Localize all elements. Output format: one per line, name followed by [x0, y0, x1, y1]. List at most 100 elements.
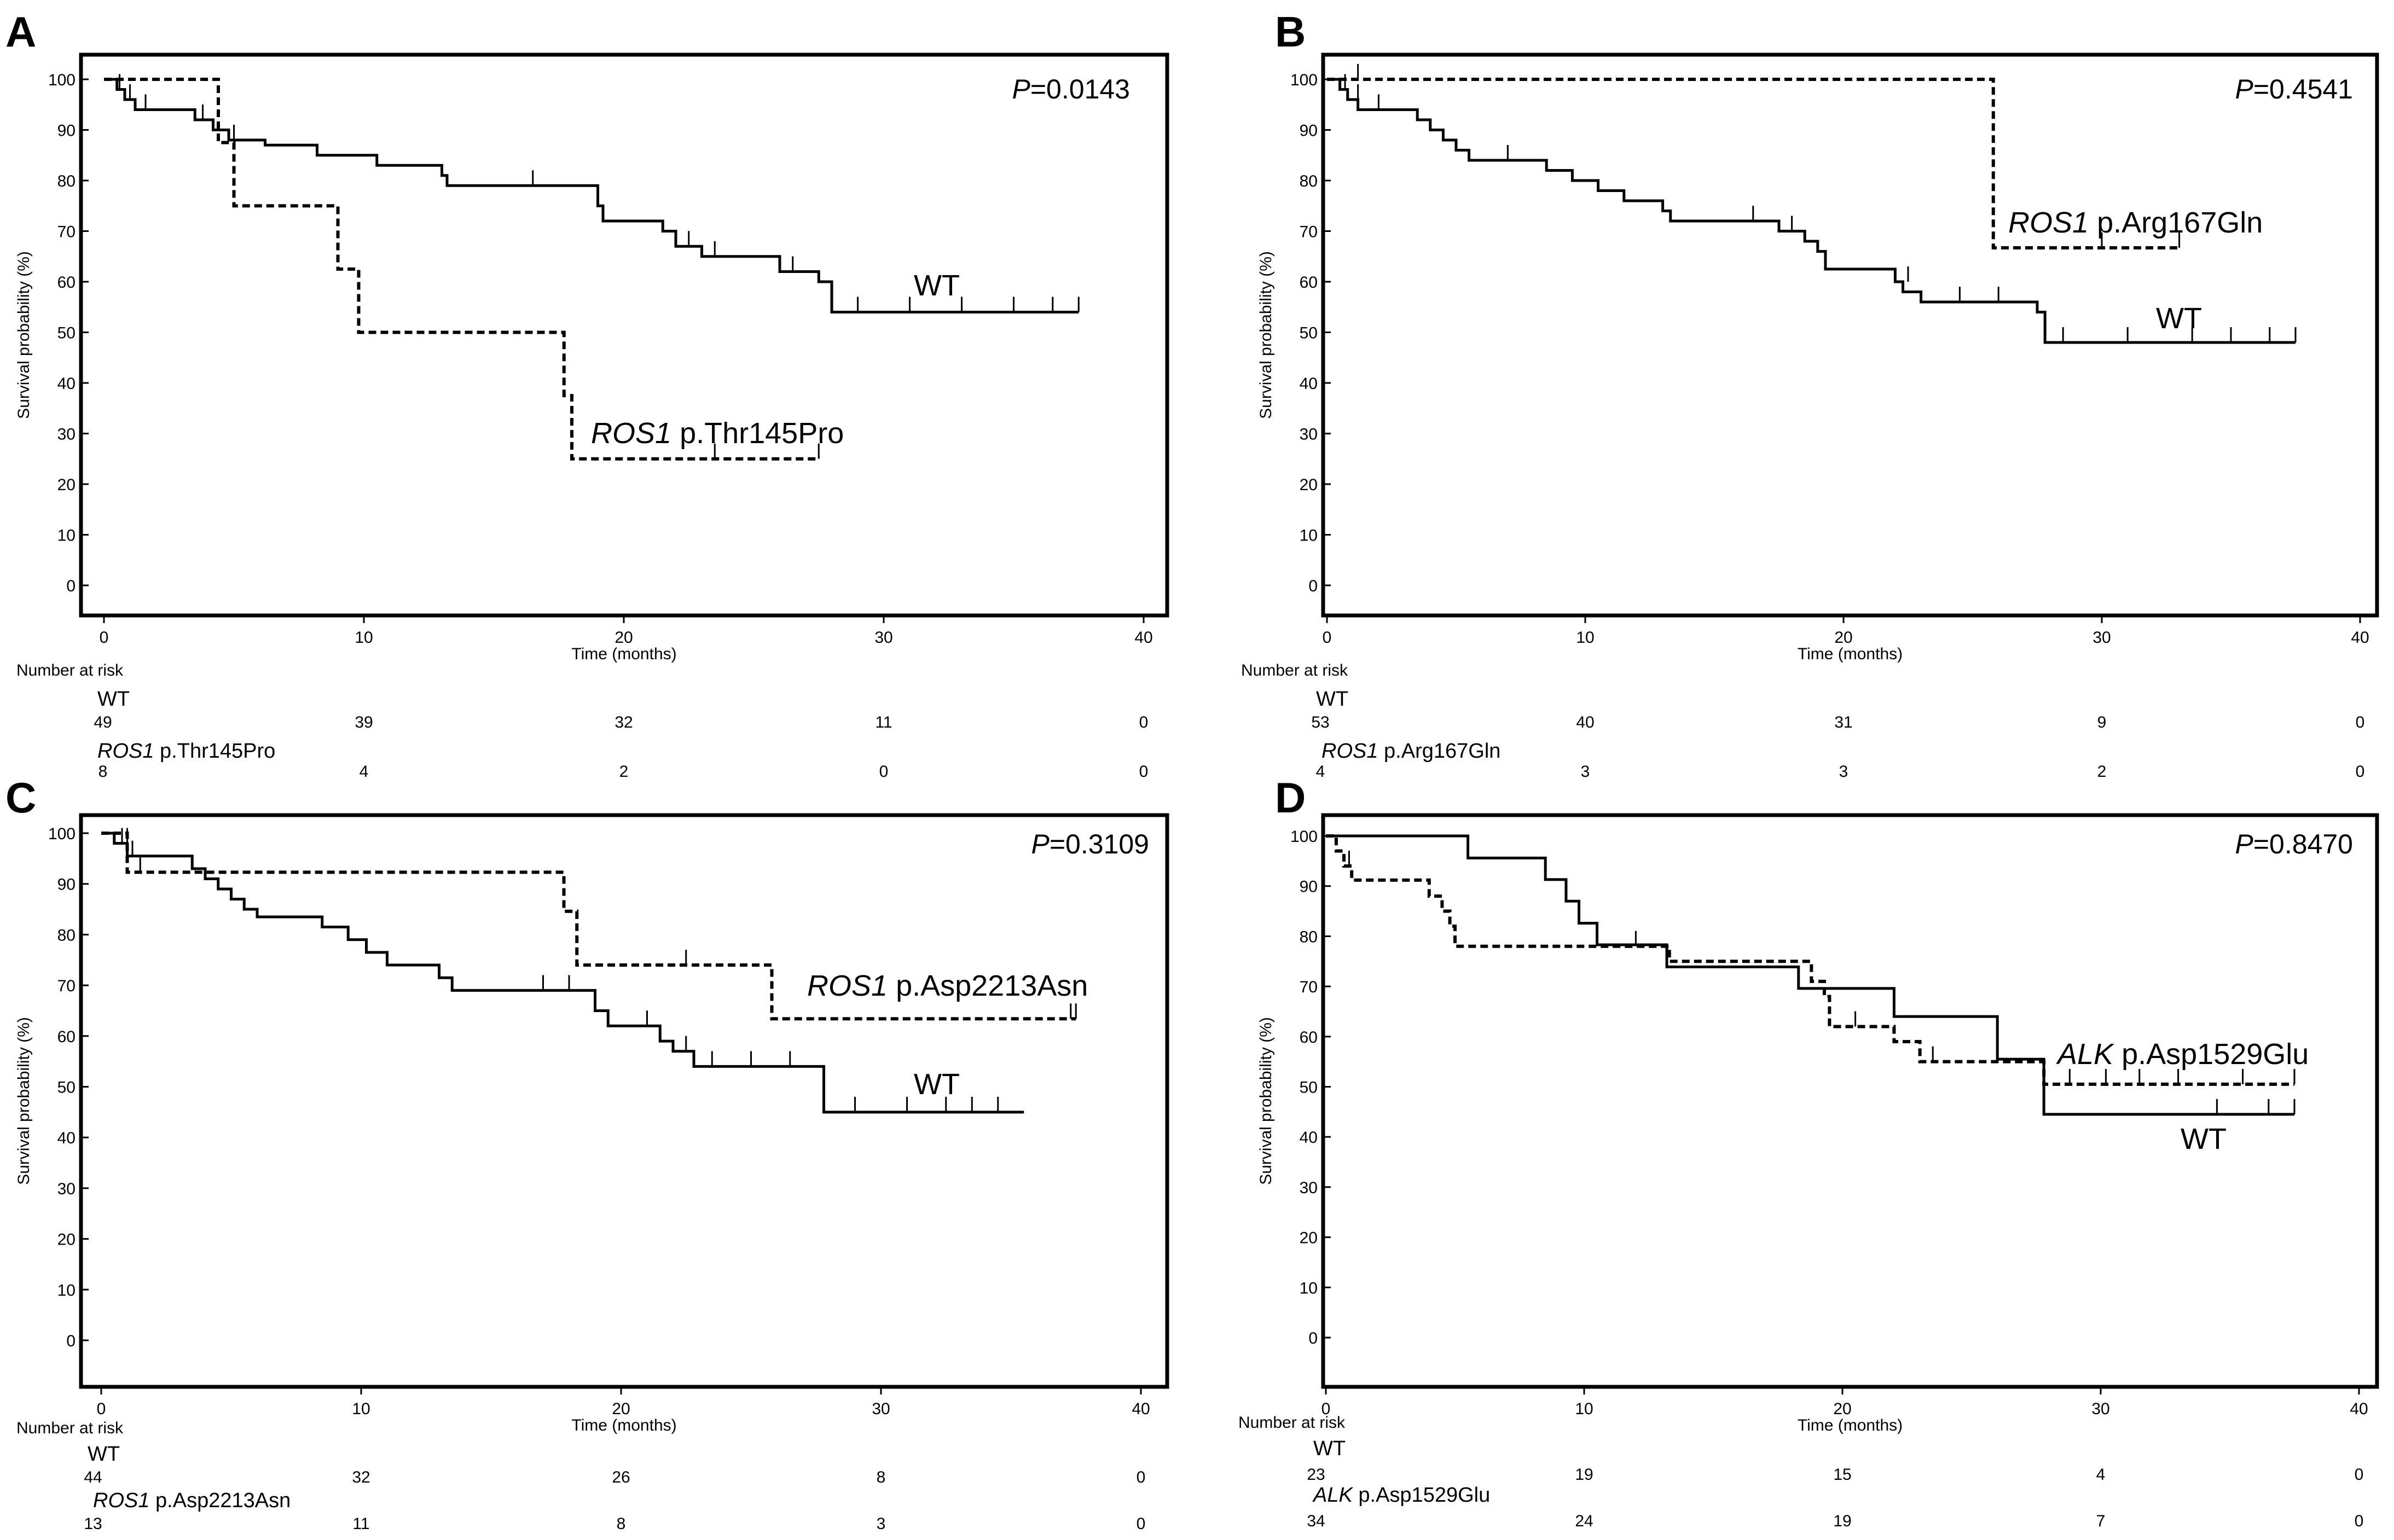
p-value: P=0.0143: [1012, 74, 1131, 104]
y-tick-label: 30: [57, 1180, 76, 1198]
y-tick-label: 90: [57, 876, 76, 894]
x-tick-label: 40: [1134, 629, 1152, 647]
y-tick-label: 0: [66, 577, 76, 595]
y-tick-label: 10: [57, 527, 76, 545]
x-tick-label: 0: [1323, 629, 1332, 647]
x-tick-label: 30: [2092, 629, 2111, 647]
x-tick-label: 40: [2350, 1400, 2368, 1418]
p-value-prefix: P: [1031, 829, 1050, 859]
risk-group-variant: WT: [97, 688, 130, 711]
p-value-number: =0.3109: [1050, 829, 1149, 859]
y-tick-label: 80: [1300, 928, 1318, 946]
risk-count: 0: [1137, 1468, 1146, 1486]
curve-label: WT: [2181, 1123, 2227, 1155]
x-axis-label: Time (months): [1798, 645, 1903, 663]
curve-label-gene: ROS1: [591, 417, 671, 450]
risk-count: 13: [84, 1515, 102, 1533]
risk-table-header: Number at risk: [16, 1419, 124, 1437]
risk-group-variant: p.Asp2213Asn: [149, 1489, 291, 1512]
mutant-series: ROS1 p.Arg167Gln: [1327, 64, 2263, 250]
curve-label-variant: WT: [914, 1068, 960, 1101]
curve-label-gene: ROS1: [2008, 206, 2089, 239]
x-tick-label: 40: [2351, 629, 2369, 647]
y-tick-label: 40: [57, 375, 76, 393]
y-axis-label: Survival probability (%): [15, 1017, 33, 1185]
risk-group-variant: WT: [1316, 688, 1348, 711]
risk-count: 49: [94, 713, 112, 731]
y-tick-label: 10: [1300, 1279, 1318, 1297]
x-tick-label: 10: [355, 629, 373, 647]
risk-group-label: WT: [88, 1443, 120, 1466]
curve-label: WT: [914, 269, 960, 302]
risk-count: 8: [877, 1468, 886, 1486]
wt-series: WT: [101, 828, 1024, 1114]
y-tick-label: 70: [1300, 223, 1318, 241]
y-tick-label: 0: [1308, 577, 1318, 595]
y-tick-label: 40: [57, 1129, 76, 1147]
risk-table-header: Number at risk: [1241, 661, 1348, 679]
risk-count: 2: [619, 763, 629, 781]
risk-group-label: ROS1 p.Asp2213Asn: [93, 1489, 291, 1512]
y-tick-label: 40: [1300, 375, 1318, 393]
y-tick-label: 70: [57, 223, 76, 241]
risk-count: 34: [1307, 1512, 1325, 1530]
x-tick-label: 20: [612, 1400, 630, 1418]
risk-group-label: WT: [1316, 688, 1348, 711]
risk-group-variant: p.Thr145Pro: [154, 740, 275, 763]
risk-count: 0: [1137, 1515, 1146, 1533]
y-tick-label: 80: [57, 172, 76, 190]
x-axis-label: Time (months): [1798, 1416, 1903, 1434]
risk-count: 0: [2356, 713, 2365, 731]
y-tick-label: 20: [1300, 476, 1318, 494]
p-value-prefix: P: [2235, 74, 2254, 104]
risk-count: 44: [84, 1468, 102, 1486]
y-tick-label: 100: [48, 825, 76, 843]
risk-count: 40: [1576, 713, 1594, 731]
risk-count: 0: [1139, 713, 1149, 731]
x-tick-label: 40: [1132, 1400, 1150, 1418]
y-tick-label: 60: [1300, 274, 1318, 292]
curve-label-gene: ROS1: [807, 969, 888, 1002]
panel-letter: A: [5, 8, 36, 56]
curve-label: ROS1 p.Asp2213Asn: [807, 969, 1088, 1002]
y-tick-label: 80: [1300, 172, 1318, 190]
y-tick-label: 90: [1300, 878, 1318, 896]
curve-label: WT: [914, 1068, 960, 1101]
risk-count: 39: [355, 713, 373, 731]
y-tick-label: 20: [57, 476, 76, 494]
x-axis-label: Time (months): [571, 645, 676, 663]
y-tick-label: 80: [57, 926, 76, 944]
curve-label: ROS1 p.Thr145Pro: [591, 417, 844, 450]
risk-group-gene: ROS1: [93, 1489, 149, 1512]
x-tick-label: 20: [1833, 1400, 1851, 1418]
survival-curve: [1327, 78, 2296, 344]
curve-label-variant: WT: [914, 269, 960, 302]
risk-group-gene: ALK: [1312, 1484, 1353, 1507]
risk-group-variant: p.Asp1529Glu: [1353, 1484, 1490, 1507]
risk-count: 0: [2355, 1466, 2364, 1484]
risk-count: 23: [1307, 1466, 1325, 1484]
risk-count: 2: [2097, 763, 2107, 781]
y-tick-label: 30: [57, 426, 76, 444]
panel-letter: B: [1275, 8, 1306, 56]
risk-count: 4: [2096, 1466, 2106, 1484]
risk-group-label: WT: [1313, 1437, 1346, 1460]
y-axis-label: Survival probability (%): [1257, 1017, 1275, 1185]
risk-count: 4: [360, 763, 369, 781]
risk-group-variant: WT: [1313, 1437, 1346, 1460]
plot-frame: [1321, 813, 2379, 1389]
y-axis-label: Survival probability (%): [1257, 251, 1275, 419]
curve-label: ALK p.Asp1529Glu: [2056, 1038, 2309, 1071]
curve-label-variant: WT: [2181, 1123, 2227, 1155]
risk-count: 3: [1839, 763, 1848, 781]
p-value: P=0.4541: [2235, 74, 2354, 104]
wt-series: WT: [1326, 834, 2296, 1155]
wt-series: WT: [104, 74, 1080, 313]
curve-label-variant: WT: [2156, 302, 2202, 335]
y-tick-label: 60: [57, 1028, 76, 1046]
survival-curve: [1326, 834, 2294, 1086]
